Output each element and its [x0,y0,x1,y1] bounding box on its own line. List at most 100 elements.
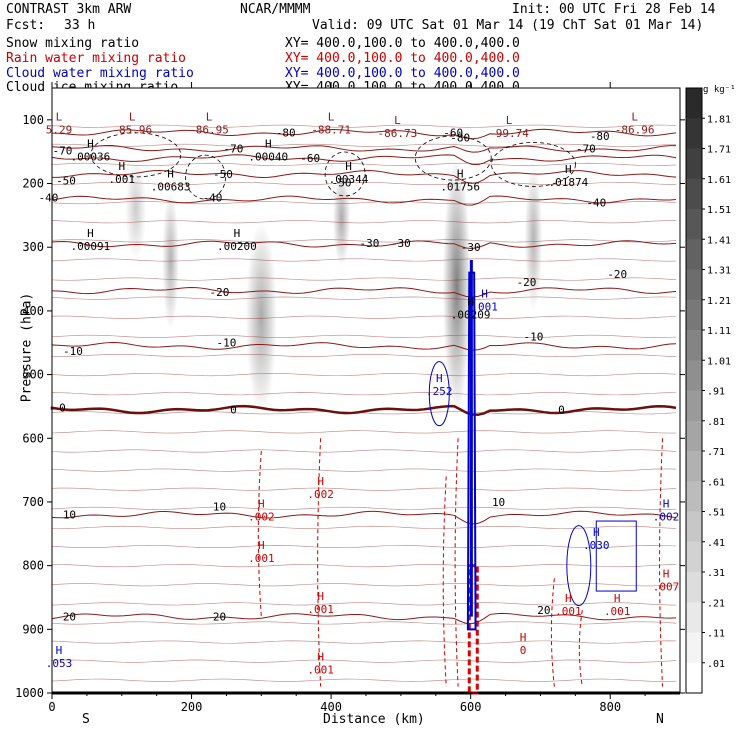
extremum-value: .001 [307,663,334,676]
temp-label: -40 [39,192,59,205]
temp-label: 0 [558,404,565,417]
temp-label: -30 [360,237,380,250]
temp-label: -20 [607,268,627,281]
extremum-value: .00091 [71,240,111,253]
temp-contour--70 [51,144,677,153]
temp-contour-minor [51,545,677,549]
temp-contour--60 [51,154,677,166]
y-tick-label: 900 [22,622,44,636]
colorbar-swatch [686,451,702,482]
colorbar-label: .61 [707,477,725,488]
colorbar-swatch [686,239,702,270]
temp-label: -80 [276,127,296,140]
colorbar-label: 1.11 [707,326,731,337]
extremum-L: L [506,114,513,127]
colorbar-swatch [686,178,702,210]
temp-contour-minor [51,583,677,587]
temp-contour-minor [51,602,677,606]
temp-contour-minor [51,525,677,529]
temp-contour-minor [51,468,677,472]
colorbar-label: 1.21 [707,296,731,307]
colorbar-label: 1.31 [707,266,731,277]
extremum-H: H [436,372,443,385]
extremum-value: -86.95 [189,123,229,136]
extremum-H: H [345,160,352,173]
colorbar-swatch [686,269,702,301]
valid-time: Valid: 09 UTC Sat 01 Mar 14 (19 ChT Sat … [312,18,704,33]
temp-contour-minor [51,411,677,415]
temp-contour-minor [51,373,677,377]
temp-label: -10 [63,345,83,358]
cloud-ice-outline-3 [414,135,492,181]
y-tick-label: 800 [22,559,44,573]
extremum-value: 5.29 [46,123,73,136]
y-tick-label: 300 [22,240,44,254]
extremum-H: H [317,475,324,488]
extremum-value: .001 [604,605,631,618]
colorbar-swatch [686,148,702,180]
colorbar-swatch [686,209,702,240]
x-axis-label: Distance (km) [323,712,425,727]
rain-column-4 [659,438,664,687]
temp-label: -80 [590,130,610,143]
x-tick-label: 200 [181,700,203,714]
temp-label: -50 [332,176,352,189]
extremum-L: L [206,110,213,123]
temp-contour-minor [51,201,677,205]
extremum-value: -86.73 [378,127,418,140]
rain-column-3 [454,438,459,687]
temp-label: 10 [63,509,76,522]
cloud-water-blob [428,361,450,427]
cloud-ice-outline-2 [324,151,366,197]
temp-label: 0 [230,404,237,417]
init-time: Init: 00 UTC Fri 28 Feb 14 [512,2,716,17]
colorbar-swatch [686,88,702,119]
forecast-hours: 33 h [64,18,96,33]
y-tick-label: 500 [22,368,44,382]
legend-snow: Snow mixing ratio [6,36,140,51]
temp-contour--50 [51,169,677,184]
extremum-value: .01874 [548,176,588,189]
extremum-H: H [87,227,94,240]
temp-contour-minor [51,392,677,396]
y-tick-label: 1000 [15,686,44,700]
temp-contour-minor [51,353,677,357]
temp-label: -10 [217,337,237,350]
temp-label: 20 [213,611,226,624]
extremum-H: H [565,163,572,176]
extremum-value: .007 [653,581,680,594]
temp-label: -10 [524,330,544,343]
temp-contour-minor [51,124,677,128]
temp-contour--30 [51,240,677,250]
temp-contour-minor [51,143,677,147]
temp-contour--10 [51,341,677,351]
temp-contour-minor [51,659,677,663]
extremum-H: H [258,498,265,511]
temp-label: -30 [391,237,411,250]
temp-contour--80 [51,128,677,140]
colorbar-label: .11 [707,629,725,640]
extremum-value: .001 [109,173,136,186]
temp-label: 0 [59,402,66,415]
temp-contour-minor [51,182,677,186]
extremum-value: .001 [555,605,582,618]
x-tick-label: 400 [320,700,342,714]
temp-label: -30 [461,241,481,254]
temp-label: -20 [210,286,230,299]
x-end-left: S [82,712,90,727]
extremum-value: -86.96 [615,123,655,136]
temp-contour-minor [51,430,677,434]
temp-contour-minor [51,449,677,453]
temp-contour-minor [51,506,677,510]
colorbar-swatch [686,602,702,633]
extremum-L: L [129,110,136,123]
temp-contour-minor [51,621,677,625]
legend-cloud-water: Cloud water mixing ratio [6,66,194,81]
colorbar-label: .71 [707,447,725,458]
snow-plume-5 [524,164,543,311]
colorbar-swatch [686,390,702,422]
temp-contour-minor [51,277,677,281]
source-title: NCAR/MMMM [240,2,311,17]
extremum-H: H [457,168,464,181]
y-tick-label: 200 [22,177,44,191]
